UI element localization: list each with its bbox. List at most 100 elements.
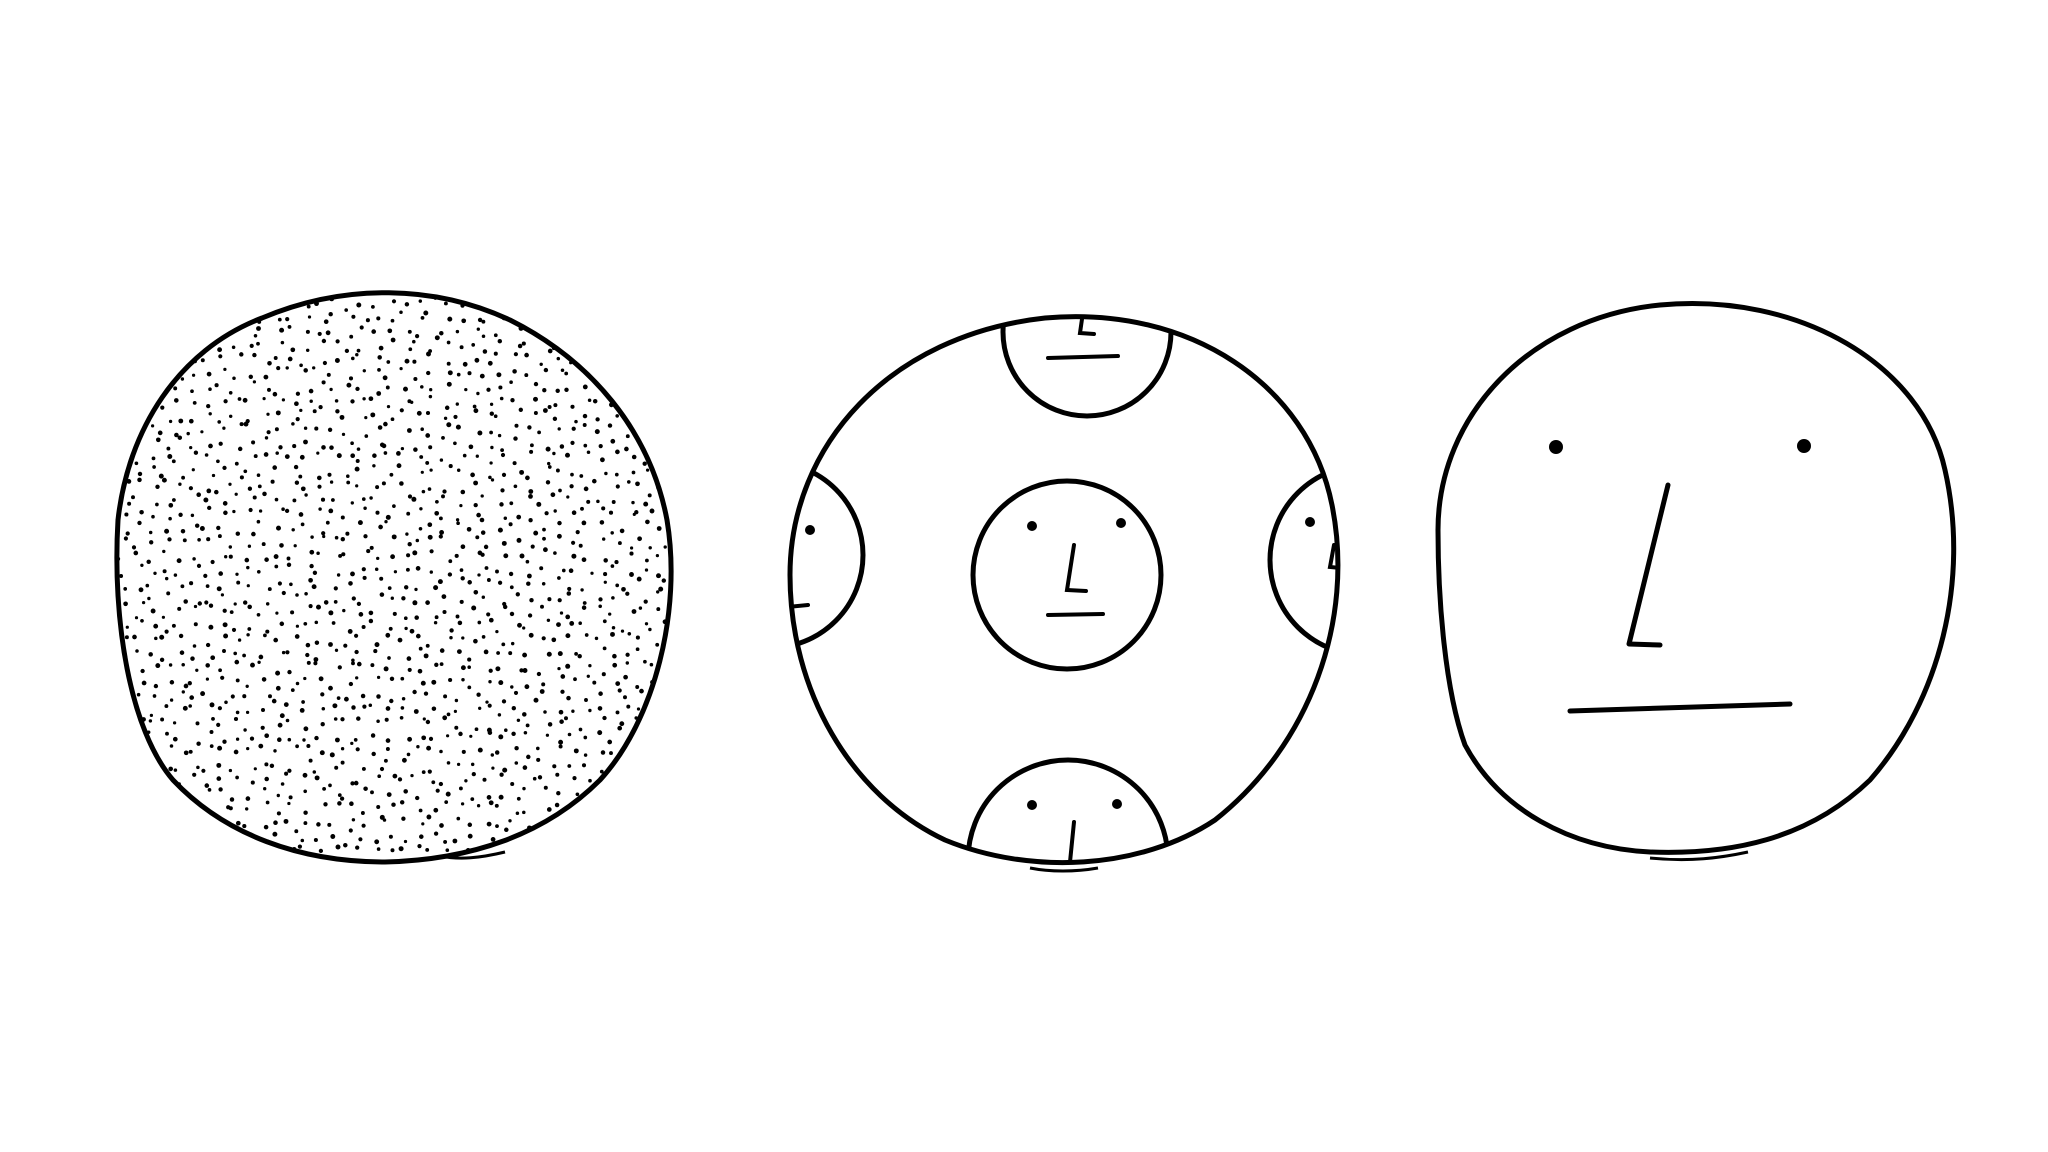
stipple-dot (590, 571, 594, 575)
stipple-dot (567, 307, 572, 312)
stipple-dot (313, 837, 318, 843)
stipple-dot (670, 831, 672, 836)
stipple-dot (672, 484, 676, 488)
stipple-dot (439, 458, 444, 462)
stipple-dot (391, 299, 397, 304)
stipple-dot (171, 459, 176, 464)
stipple-dot (356, 716, 361, 721)
stipple-dot (106, 343, 110, 347)
stipple-dot (107, 736, 112, 741)
stipple-dot (131, 545, 137, 550)
stipple-dot (625, 591, 630, 596)
stipple-dot (650, 793, 655, 798)
large-face-outline (1435, 301, 1957, 855)
stipple-dot (102, 819, 106, 823)
stipple-dot (414, 615, 419, 620)
stipple-dot (182, 832, 187, 837)
stipple-dot (513, 309, 518, 315)
stipple-dot (421, 489, 426, 494)
stipple-dot (259, 295, 265, 300)
stipple-dot (172, 498, 176, 502)
stipple-dot (155, 789, 160, 794)
stipple-dot (439, 823, 444, 828)
stipple-dot (630, 287, 634, 291)
stipple-dot (570, 472, 574, 477)
stipple-dot (290, 610, 295, 615)
stipple-dot (216, 525, 221, 531)
stipple-dot (292, 444, 297, 449)
stipple-dot (615, 484, 620, 489)
stipple-dot (441, 494, 445, 499)
stipple-dot (515, 592, 520, 597)
stipple-dot (217, 861, 222, 862)
stipple-dot (110, 400, 114, 404)
stipple-dot (118, 422, 122, 426)
stipple-dot (243, 421, 249, 427)
stipple-dot (495, 666, 501, 672)
stipple-dot (579, 293, 583, 298)
stipple-dot (337, 801, 342, 806)
stipple-dot (625, 434, 630, 439)
stipple-dot (535, 746, 540, 751)
stipple-dot (228, 390, 233, 395)
stipple-dot (193, 604, 198, 609)
stipple-dot (262, 491, 267, 497)
small-face-center (970, 478, 1164, 672)
stipple-dot (476, 804, 481, 808)
stipple-dot (444, 800, 449, 804)
stipple-dot (187, 861, 193, 862)
stipple-dot (620, 401, 625, 406)
stipple-dot (522, 311, 528, 317)
stipple-dot (341, 432, 346, 437)
stipple-dot (341, 552, 346, 557)
stipple-dot (438, 534, 443, 539)
stipple-dot (496, 651, 500, 655)
stipple-dot (577, 817, 583, 822)
stipple-dot (615, 414, 619, 418)
stipple-dot (547, 597, 552, 602)
stipple-dot (206, 488, 212, 494)
stipple-dot (305, 652, 310, 658)
stipple-dot (485, 700, 489, 704)
stipple-dot (419, 834, 424, 839)
stipple-dot (249, 859, 254, 862)
stipple-dot (619, 528, 625, 534)
stipple-dot (517, 622, 522, 628)
stipple-dot (489, 411, 494, 416)
stipple-dot (649, 399, 653, 403)
stipple-dot (439, 648, 445, 653)
stipple-dot (308, 286, 312, 290)
stipple-dot (361, 624, 366, 630)
stipple-dot (181, 352, 185, 357)
stipple-dot (541, 315, 545, 319)
stipple-dot (123, 759, 128, 765)
stipple-dot (282, 287, 287, 292)
stipple-dot (252, 284, 255, 287)
stipple-dot (340, 515, 345, 520)
stipple-dot (601, 506, 606, 511)
stipple-dot (644, 845, 650, 850)
stipple-dot (418, 299, 423, 303)
stipple-dot (335, 409, 340, 414)
stipple-dot (460, 576, 465, 581)
stipple-dot (427, 487, 432, 491)
stipple-dot (657, 292, 663, 297)
stipple-dot (205, 292, 210, 295)
stipple-dot (446, 761, 451, 765)
stipple-dot (139, 509, 144, 515)
stipple-dot (447, 316, 453, 322)
stipple-dot (183, 344, 189, 350)
stipple-dot (583, 847, 588, 851)
stipple-dot (464, 387, 468, 392)
stipple-dot (564, 387, 569, 393)
stipple-dot (499, 772, 504, 777)
stipple-dot (183, 846, 188, 851)
stipple-dot (286, 287, 291, 292)
stipple-dot (543, 785, 548, 790)
stipple-dot (138, 387, 144, 393)
stipple-dot (631, 454, 637, 460)
stipple-dot (363, 534, 368, 539)
stipple-dot (403, 789, 408, 794)
stipple-dot (477, 430, 483, 436)
stipple-dot (266, 861, 272, 862)
